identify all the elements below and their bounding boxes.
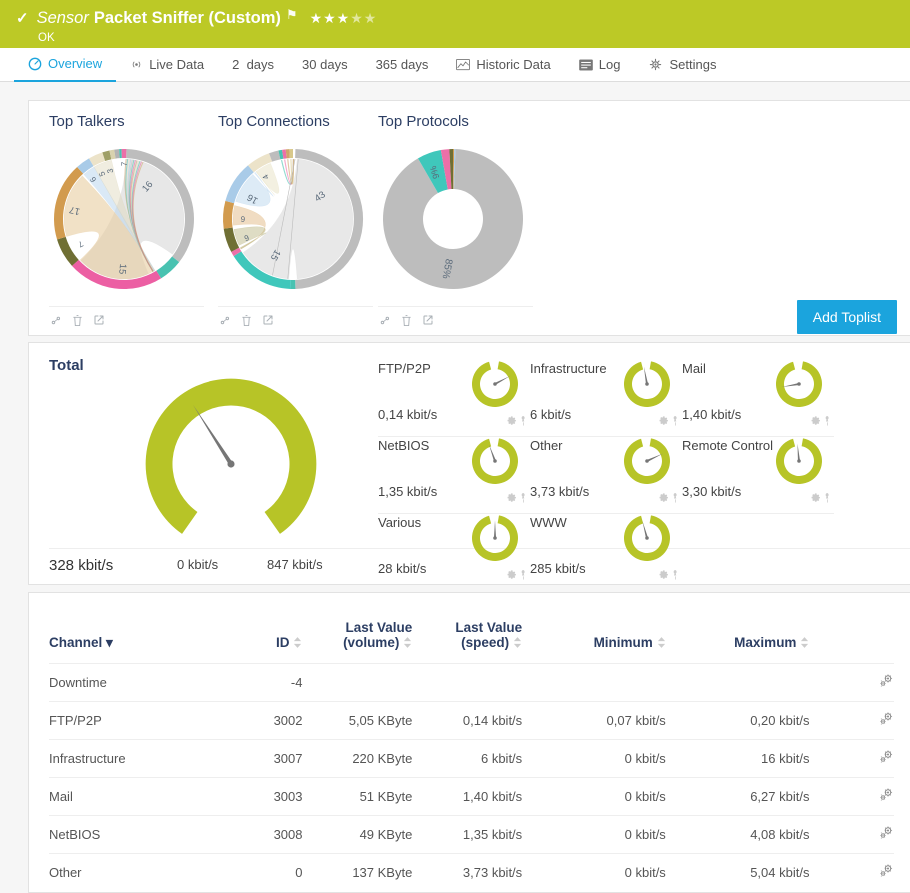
svg-text:7: 7 bbox=[76, 239, 85, 249]
svg-text:15: 15 bbox=[116, 263, 128, 274]
